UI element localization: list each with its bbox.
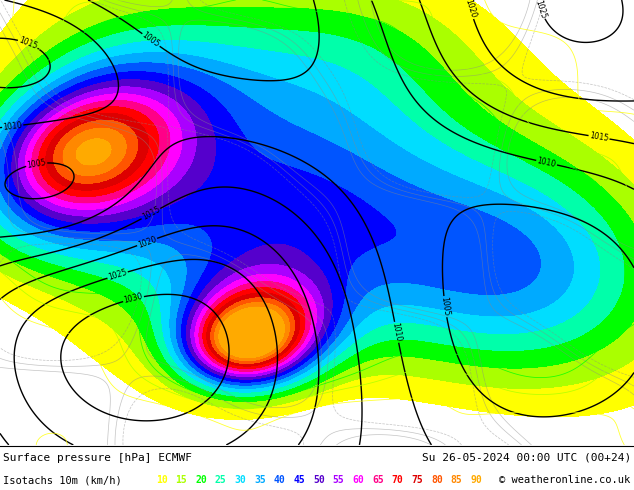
Text: 15: 15 — [176, 475, 187, 485]
Text: 50: 50 — [313, 475, 325, 485]
Text: 70: 70 — [392, 475, 403, 485]
Text: 1005: 1005 — [27, 158, 47, 170]
Text: 1015: 1015 — [140, 205, 162, 222]
Text: 10: 10 — [156, 475, 167, 485]
Text: 35: 35 — [254, 475, 266, 485]
Text: Surface pressure [hPa] ECMWF: Surface pressure [hPa] ECMWF — [3, 453, 192, 463]
Text: 60: 60 — [353, 475, 364, 485]
Text: 1020: 1020 — [136, 234, 158, 249]
Text: 65: 65 — [372, 475, 384, 485]
Text: 30: 30 — [235, 475, 246, 485]
Text: 1020: 1020 — [463, 0, 477, 20]
Text: 1005: 1005 — [141, 31, 162, 49]
Text: 55: 55 — [333, 475, 344, 485]
Text: Isotachs 10m (km/h): Isotachs 10m (km/h) — [3, 475, 122, 485]
Text: 75: 75 — [411, 475, 423, 485]
Text: 1010: 1010 — [391, 322, 403, 343]
Text: 1010: 1010 — [3, 121, 23, 132]
Text: 1025: 1025 — [534, 0, 548, 20]
Text: 80: 80 — [431, 475, 443, 485]
Text: 1025: 1025 — [107, 268, 128, 282]
Text: 40: 40 — [274, 475, 285, 485]
Text: 1015: 1015 — [589, 131, 609, 143]
Text: Su 26-05-2024 00:00 UTC (00+24): Su 26-05-2024 00:00 UTC (00+24) — [422, 453, 631, 463]
Text: 1010: 1010 — [536, 156, 557, 169]
Text: 45: 45 — [294, 475, 305, 485]
Text: 25: 25 — [215, 475, 226, 485]
Text: 1015: 1015 — [18, 36, 39, 51]
Text: 20: 20 — [195, 475, 207, 485]
Text: 1005: 1005 — [439, 296, 451, 317]
Text: © weatheronline.co.uk: © weatheronline.co.uk — [499, 475, 630, 485]
Text: 85: 85 — [451, 475, 462, 485]
Text: 90: 90 — [470, 475, 482, 485]
Text: 1030: 1030 — [123, 292, 144, 305]
